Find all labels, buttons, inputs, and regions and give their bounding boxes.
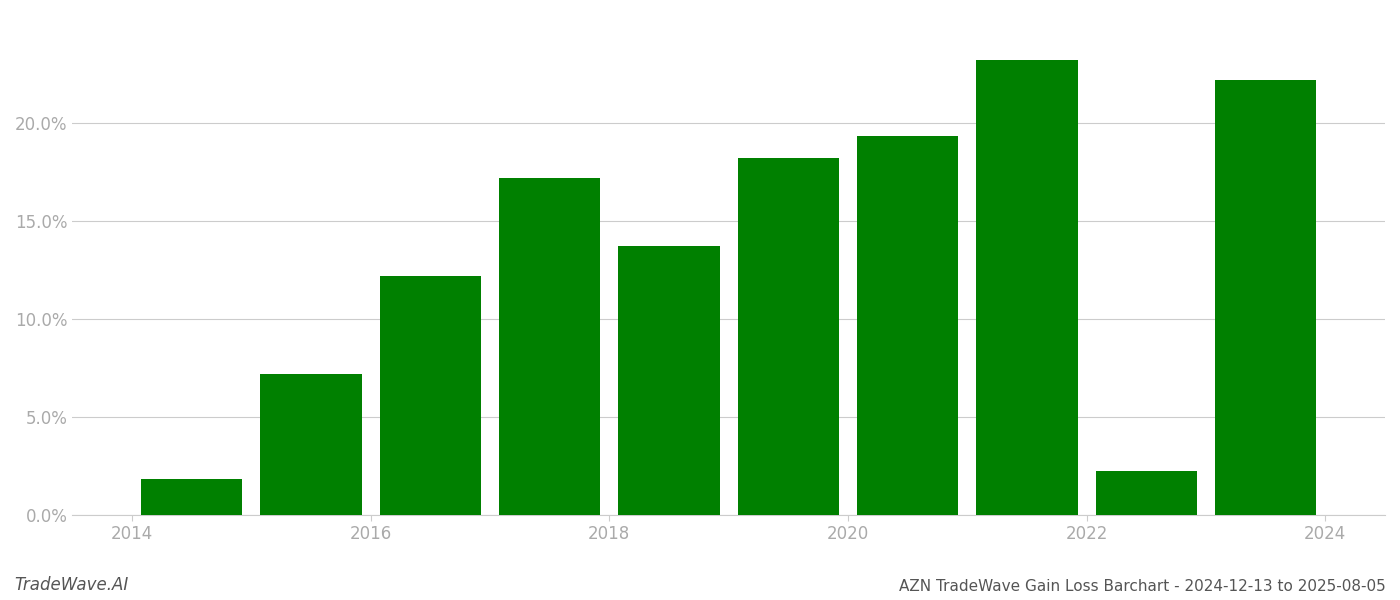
- Bar: [379, 275, 482, 515]
- Text: TradeWave.AI: TradeWave.AI: [14, 576, 129, 594]
- Bar: [498, 178, 601, 515]
- Bar: [738, 158, 839, 515]
- Bar: [976, 60, 1078, 515]
- Bar: [857, 136, 959, 515]
- Bar: [141, 479, 242, 515]
- Text: AZN TradeWave Gain Loss Barchart - 2024-12-13 to 2025-08-05: AZN TradeWave Gain Loss Barchart - 2024-…: [899, 579, 1386, 594]
- Bar: [260, 374, 361, 515]
- Bar: [1215, 80, 1316, 515]
- Bar: [619, 246, 720, 515]
- Bar: [1096, 472, 1197, 515]
